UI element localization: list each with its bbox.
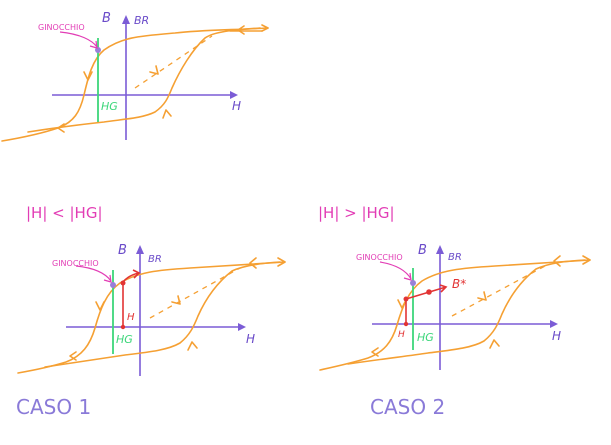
case1-h-small-label: H — [127, 312, 135, 323]
case2-lower-branch — [347, 259, 586, 365]
case1-knee-label: GINOCCHIO — [52, 259, 99, 268]
case1-h-label: H — [246, 332, 255, 346]
case2-knee-point — [410, 280, 416, 286]
case2-h-small-label: H — [398, 330, 405, 340]
case2-b-axis-arrow — [436, 245, 444, 254]
top-arrow-down — [83, 71, 93, 81]
case1-br-label: BR — [148, 254, 162, 265]
case1-title: CASO 1 — [16, 395, 91, 419]
case2-recoil-line — [405, 286, 447, 300]
top-upper-branch — [1, 27, 269, 142]
case2-h-axis-arrow — [550, 320, 558, 328]
top-h-axis-arrow — [230, 91, 238, 99]
condition-case2: |H| > |HG| — [318, 204, 395, 222]
top-arrow-down-left — [57, 123, 65, 133]
case2-arrow-down — [397, 299, 407, 309]
case1-b-axis-arrow — [136, 245, 144, 254]
case2-knee-pointer — [379, 261, 412, 280]
case2-title: CASO 2 — [370, 395, 445, 419]
case2-br-label: BR — [448, 252, 462, 263]
case2-recoil-point — [426, 289, 432, 295]
top-arrow-left — [237, 25, 245, 35]
case2-first-magnetization-curve — [451, 265, 546, 317]
case2-b-star-label: B* — [452, 277, 466, 291]
case2-b-label: B — [418, 243, 427, 258]
top-br-label: BR — [134, 14, 149, 27]
case2-h-label: H — [552, 329, 561, 343]
top-hg-label: HG — [101, 100, 118, 113]
case2-arrow-up — [489, 339, 500, 349]
case2-hysteresis-diagram: GINOCCHIO B BR H HG H B* — [319, 243, 591, 371]
case2-dash-arrow — [477, 291, 487, 301]
case2-upper-branch — [319, 259, 591, 371]
case1-h-point — [120, 324, 126, 330]
condition-case1: |H| < |HG| — [26, 204, 103, 222]
case1-arrow-down — [95, 301, 105, 311]
case1-hysteresis-diagram: GINOCCHIO B BR H HG H — [17, 243, 286, 376]
case2-hg-label: HG — [417, 331, 434, 344]
top-b-axis-arrow — [122, 15, 130, 24]
case1-h-axis-arrow — [238, 323, 246, 331]
top-hysteresis-diagram: GINOCCHIO B BR H HG — [1, 11, 269, 142]
case2-h-point — [403, 321, 409, 327]
top-first-magnetization-curve — [134, 35, 213, 89]
case1-dash-arrow — [171, 295, 181, 305]
case1-hg-label: HG — [116, 333, 133, 346]
case1-arrow-down-left — [69, 351, 77, 361]
case1-return-arrow — [132, 269, 141, 279]
case2-arrow-down-left — [371, 347, 379, 357]
case1-upper-branch — [17, 261, 286, 374]
case1-first-magnetization-curve — [149, 267, 241, 319]
case2-knee-label: GINOCCHIO — [356, 253, 403, 262]
top-lower-branch — [27, 27, 261, 133]
top-arrow-right — [261, 24, 269, 32]
case2-recoil-arrow — [439, 284, 448, 293]
case1-arrow-up — [187, 341, 198, 351]
case2-arrow-right — [582, 255, 591, 265]
top-dash-arrow — [149, 65, 159, 75]
top-knee-pointer — [59, 31, 98, 48]
top-b-label: B — [102, 11, 111, 26]
top-knee-point — [95, 47, 101, 53]
top-knee-label: GINOCCHIO — [38, 23, 85, 32]
case1-arrow-right — [277, 257, 286, 267]
case1-arrow-left — [249, 257, 257, 269]
case1-lower-branch — [44, 261, 281, 368]
top-arrow-up — [162, 109, 172, 119]
top-h-label: H — [232, 99, 241, 113]
case2-arrow-left — [553, 255, 561, 267]
case1-knee-pointer — [75, 265, 112, 282]
case1-knee-point — [110, 282, 116, 288]
case1-b-label: B — [118, 243, 127, 258]
